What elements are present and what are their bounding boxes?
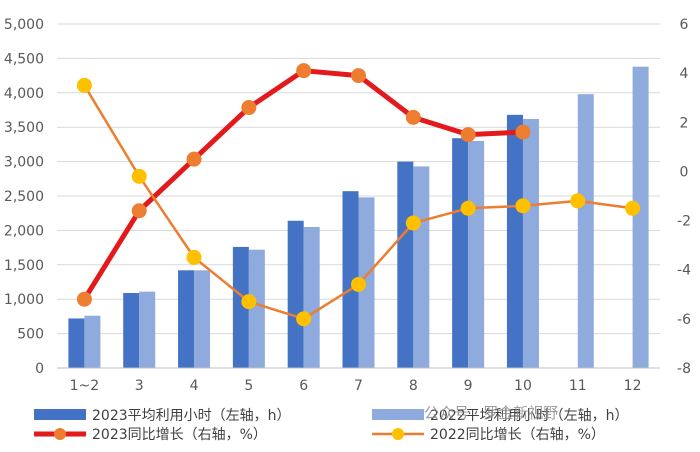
x-tick-label: 7 — [354, 378, 363, 394]
line-point — [515, 124, 531, 140]
line-point — [460, 127, 476, 143]
bar — [68, 318, 85, 368]
x-tick-label: 11 — [569, 378, 587, 394]
y-left-tick-label: 5,000 — [4, 17, 44, 33]
line-point — [570, 193, 586, 209]
line-point — [131, 168, 147, 184]
y-right-tick-label: -8 — [677, 361, 691, 377]
x-tick-label: 6 — [299, 378, 308, 394]
line-series — [76, 63, 641, 327]
x-tick-label: 8 — [409, 378, 418, 394]
line-point — [351, 68, 366, 84]
y-left-tick-label: 4,500 — [4, 51, 44, 67]
bar — [468, 140, 485, 368]
y-right-tick-label: -6 — [677, 312, 691, 328]
bar — [506, 114, 523, 368]
bar — [522, 118, 539, 368]
bar — [358, 197, 375, 368]
bar — [397, 161, 414, 368]
y-left-tick-label: 2,000 — [4, 223, 44, 239]
legend-swatch — [34, 409, 86, 420]
x-tick-label: 4 — [190, 378, 199, 394]
y-left-tick-label: 0 — [35, 361, 44, 377]
y-left-tick-label: 3,500 — [4, 120, 44, 136]
x-tick-label: 9 — [464, 378, 473, 394]
y-left-tick-label: 2,500 — [4, 189, 44, 205]
bar — [248, 249, 265, 368]
x-tick-label: 3 — [135, 378, 144, 394]
line-point — [186, 151, 202, 167]
y-right-tick-label: 6 — [680, 17, 689, 33]
legend-label: 2023同比增长（右轴，%） — [92, 427, 267, 443]
line-point — [186, 249, 202, 265]
line-point — [405, 109, 421, 125]
axes: 0 500 1,000 1,500 2,000 2,500 3,000 3,500 4,000 4… — [4, 17, 691, 394]
line-point — [76, 291, 92, 307]
bar — [194, 270, 211, 368]
bar — [178, 270, 195, 368]
legend-label: 2022同比增长（右轴，%） — [430, 427, 605, 443]
bar — [287, 220, 304, 368]
bar — [452, 138, 469, 368]
x-tick-label: 12 — [624, 378, 642, 394]
bar — [342, 191, 359, 368]
y-left-tick-label: 500 — [17, 327, 44, 343]
line-point — [241, 294, 257, 310]
line-point — [515, 198, 531, 214]
legend-label: 2022平均利用小时（左轴，h） — [430, 408, 629, 424]
y-left-tick-label: 4,000 — [4, 86, 44, 102]
line-point — [625, 200, 641, 216]
line-point — [241, 100, 257, 116]
x-tick-label: 5 — [244, 378, 253, 394]
y-right-tick-label: 0 — [680, 164, 689, 180]
line-point — [131, 203, 147, 219]
y-right-tick-label: -2 — [677, 214, 691, 230]
bar — [632, 66, 649, 368]
watermark-text: 公众号 · 罗金新视野 — [424, 404, 558, 422]
line-point — [405, 215, 421, 231]
bar — [123, 293, 140, 368]
legend-marker — [54, 428, 66, 440]
line-point — [76, 77, 92, 93]
bar — [577, 94, 594, 369]
y-left-tick-label: 1,500 — [4, 258, 44, 274]
x-tick-label: 1~2 — [70, 378, 100, 394]
y-left-tick-label: 1,000 — [4, 292, 44, 308]
line-point — [296, 63, 312, 79]
y-left-tick-label: 3,000 — [4, 155, 44, 171]
bar — [303, 226, 320, 368]
bar — [84, 315, 101, 368]
legend-label: 2023平均利用小时（左轴，h） — [92, 408, 291, 424]
y-right-tick-label: -4 — [677, 263, 691, 279]
y-right-tick-label: 4 — [680, 66, 689, 82]
line-point — [351, 276, 366, 292]
legend-swatch — [372, 409, 424, 420]
line-point — [460, 200, 476, 216]
bar-series — [68, 66, 649, 369]
legend: 2023平均利用小时（左轴，h） 2022平均利用小时（左轴，h） 2023同比增长… — [34, 408, 629, 443]
bar — [413, 166, 430, 368]
bar — [232, 246, 249, 368]
line-point — [296, 311, 312, 327]
x-tick-label: 10 — [514, 378, 532, 394]
y-right-tick-label: 2 — [680, 115, 689, 131]
legend-marker — [392, 428, 404, 440]
bar — [139, 291, 156, 368]
